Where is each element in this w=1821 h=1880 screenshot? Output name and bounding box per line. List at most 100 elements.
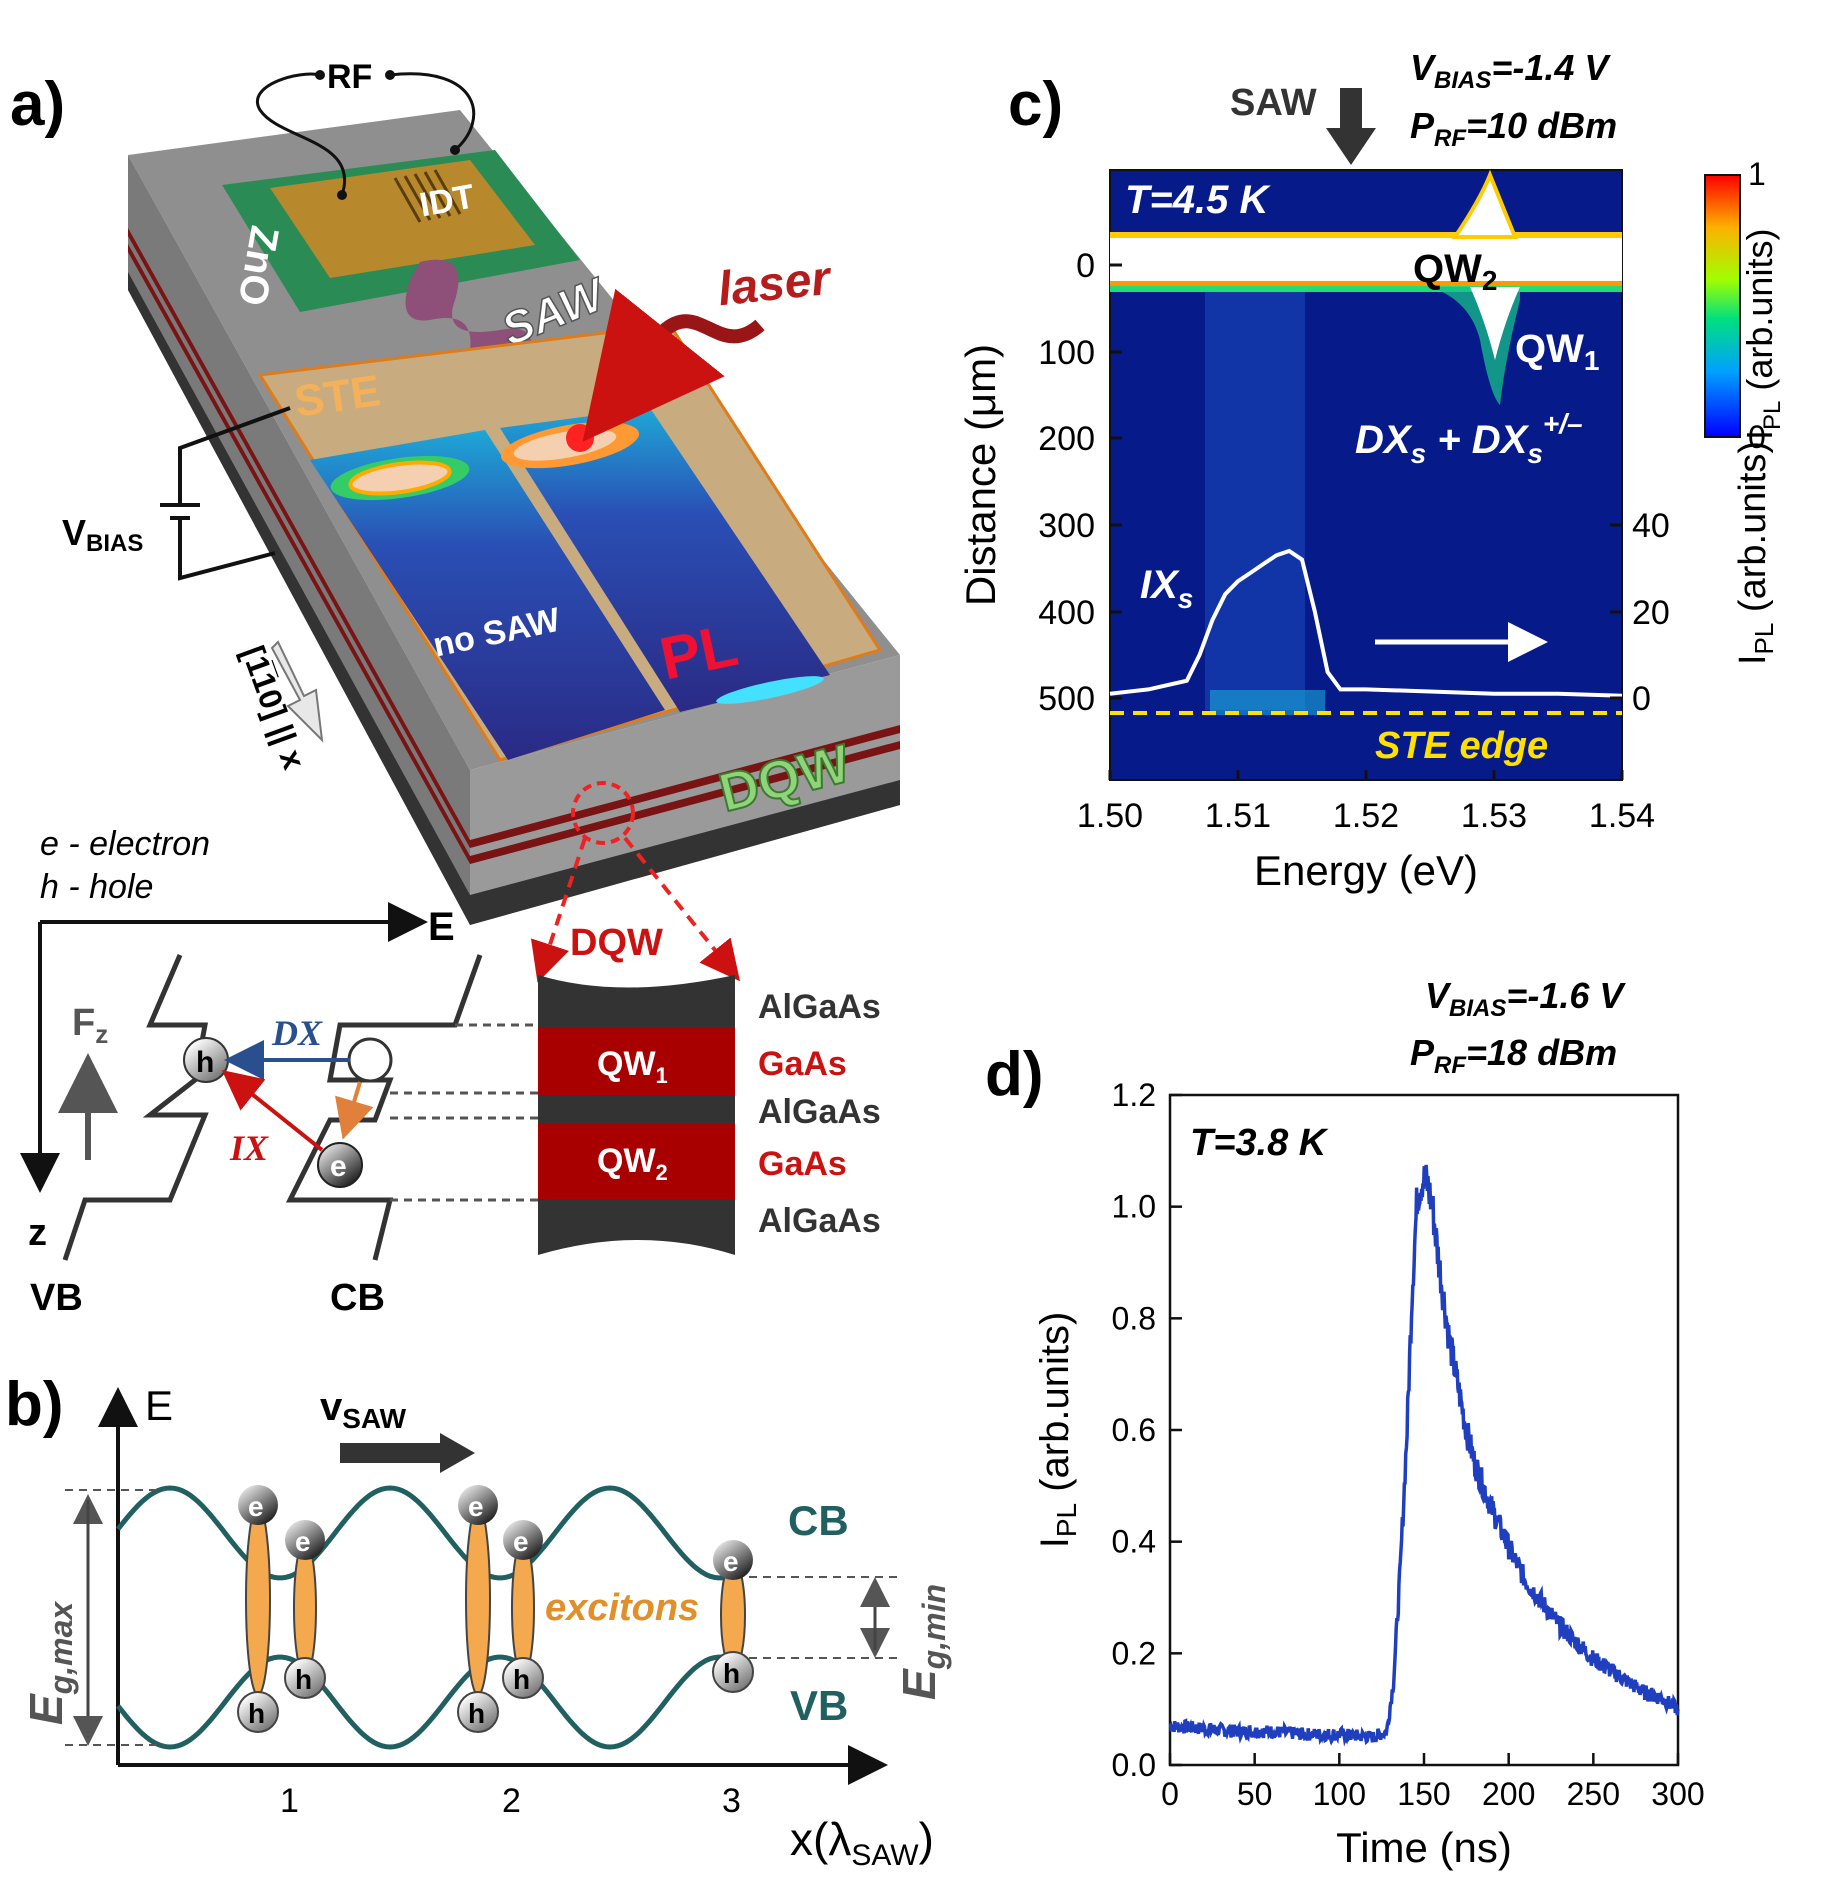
panel-d: d) VBIAS=-1.6 V PRF=18 dBm T=3.8 K 0 50 10…	[985, 975, 1705, 1871]
c-yticks: 0 100 200 300 400 500	[1038, 247, 1095, 718]
c-saw-arrow	[1326, 88, 1376, 165]
cb-profile	[285, 954, 483, 1261]
d-ytick-label: 0.8	[1112, 1300, 1156, 1336]
idt-electrode	[270, 160, 535, 278]
svg-text:0: 0	[1632, 680, 1651, 718]
b-xtick-2: 2	[502, 1782, 521, 1820]
panel-a: a) ZnO IDT RF	[10, 58, 900, 1319]
svg-text:100: 100	[1038, 334, 1095, 372]
d-vbias: VBIAS=-1.6 V	[1425, 975, 1626, 1022]
qw2-stack-label: QW2	[597, 1142, 668, 1185]
layer-gaas-2: GaAs	[758, 1145, 847, 1183]
svg-text:e: e	[468, 1491, 484, 1522]
c-ticks	[1108, 263, 1624, 780]
excitons-label: excitons	[545, 1587, 699, 1629]
d-xtick-label: 50	[1237, 1776, 1273, 1812]
direction-arrow	[270, 640, 324, 743]
ix-label-a: IX	[229, 1128, 269, 1168]
d-xlabel: Time (ns)	[1336, 1824, 1512, 1871]
vbias-label: VBIAS	[62, 512, 143, 557]
c-cbar-max: 1	[1748, 156, 1766, 192]
svg-text:e: e	[723, 1546, 739, 1577]
c-qw1-label: QW1	[1515, 327, 1599, 376]
svg-text:h: h	[248, 1698, 265, 1729]
cb-wave	[116, 1485, 740, 1581]
svg-text:1.50: 1.50	[1077, 797, 1143, 835]
axis-z-label: z	[28, 1212, 47, 1254]
c-right-label: IPL (arb.units)	[1732, 441, 1779, 665]
c-xlabel: Energy (eV)	[1254, 847, 1478, 894]
electron-a	[317, 1142, 363, 1188]
legend-electron: e - electron	[40, 825, 210, 863]
panel-b: b) E 1 2 3 x(λSAW) CB VB Eg,max Eg,min v…	[5, 1370, 952, 1872]
c-saw-label: SAW	[1230, 82, 1317, 124]
svg-text:e: e	[513, 1526, 529, 1557]
d-xtick-label: 100	[1313, 1776, 1366, 1812]
laser-spot	[566, 424, 594, 452]
vb-label-b: VB	[790, 1682, 848, 1729]
svg-text:300: 300	[1038, 507, 1095, 545]
d-temp: T=3.8 K	[1190, 1122, 1329, 1164]
svg-text:h: h	[513, 1664, 530, 1695]
c-cbar-label: IPL (arb.units)	[1739, 229, 1786, 440]
c-qw2-label: QW2	[1413, 247, 1497, 296]
vb-label-a: VB	[30, 1277, 83, 1319]
zoom-line-left	[530, 837, 587, 983]
b-electrons: e e e e e	[238, 1485, 753, 1580]
d-ytick-label: 1.0	[1112, 1189, 1156, 1225]
empty-state	[347, 1037, 393, 1083]
svg-text:20: 20	[1632, 594, 1670, 632]
b-xtick-3: 3	[722, 1782, 741, 1820]
electron-a-label: e	[330, 1150, 347, 1183]
d-ylabel: IPL (arb.units)	[1033, 1312, 1082, 1549]
c-cbar-min: 0	[1748, 419, 1766, 455]
svg-text:h: h	[723, 1658, 740, 1689]
svg-text:h: h	[295, 1664, 312, 1695]
c-qw2-peak	[1451, 169, 1518, 239]
panel-c: c) SAW VBIAS=-1.4 V PRF=10 dBm T=4.5 K Q…	[957, 47, 1786, 894]
c-ix-emission	[1205, 270, 1305, 710]
vsaw-label: vSAW	[320, 1385, 407, 1434]
idt-fingers	[393, 169, 462, 223]
svg-text:200: 200	[1038, 420, 1095, 458]
qw1-stack-label: QW1	[597, 1045, 668, 1088]
vb-profile	[62, 954, 209, 1261]
svg-text:500: 500	[1038, 680, 1095, 718]
legend-hole: h - hole	[40, 868, 153, 906]
d-ytick-label: 0.0	[1112, 1747, 1156, 1783]
d-ticks: 0 50 100 150 200 250 300 0.0 0.2 0.4 0.6 0.8 1.0 1.2	[1112, 1077, 1705, 1812]
d-prf: PRF=18 dBm	[1410, 1032, 1617, 1079]
tunnel-arrow	[335, 1081, 374, 1140]
c-temp: T=4.5 K	[1125, 178, 1272, 222]
d-ytick-label: 0.6	[1112, 1412, 1156, 1448]
laser-beam	[582, 288, 765, 442]
b-axis-E-label: E	[145, 1382, 173, 1429]
d-ytick-label: 0.4	[1112, 1524, 1156, 1560]
c-ix-label: IXs	[1140, 563, 1193, 614]
svg-text:1.52: 1.52	[1333, 797, 1399, 835]
layer-algaas-top: AlGaAs	[758, 988, 881, 1026]
svg-text:40: 40	[1632, 507, 1670, 545]
zoom-circle	[571, 781, 635, 845]
pl-map-no-saw	[310, 430, 665, 760]
svg-text:h: h	[468, 1698, 485, 1729]
svg-text:e: e	[295, 1526, 311, 1557]
c-colorbar	[1704, 174, 1741, 438]
d-pl-curve	[1168, 1164, 1680, 1747]
dx-label-a: DX	[271, 1013, 323, 1053]
ix-arrow	[221, 1070, 324, 1152]
svg-text:0: 0	[1076, 247, 1095, 285]
vsaw-arrow	[340, 1433, 475, 1473]
b-xtick-1: 1	[280, 1782, 299, 1820]
ste-label: STE	[292, 366, 384, 426]
panel-d-letter: d)	[985, 1040, 1044, 1109]
b-xlabel: x(λSAW)	[790, 1813, 934, 1872]
laser-label: laser	[715, 252, 834, 317]
c-right-ticks: 40 20 0	[1632, 507, 1670, 718]
b-holes: h h h h h	[237, 1651, 754, 1733]
c-prf: PRF=10 dBm	[1410, 105, 1617, 152]
panel-c-letter: c)	[1008, 70, 1063, 139]
eg-min-label: Eg,min	[893, 1584, 952, 1700]
d-xtick-label: 200	[1482, 1776, 1535, 1812]
